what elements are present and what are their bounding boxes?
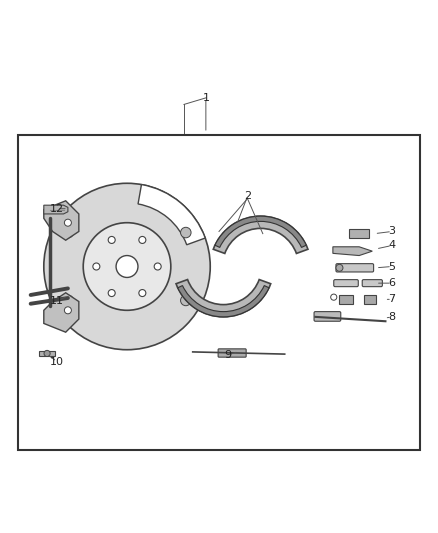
Text: 11: 11 [50,296,64,305]
Circle shape [108,289,115,296]
Wedge shape [176,279,271,317]
Text: 1: 1 [202,93,209,103]
Text: 9: 9 [224,350,231,360]
Text: 7: 7 [389,294,396,304]
FancyBboxPatch shape [18,135,420,450]
Text: 4: 4 [389,240,396,251]
Circle shape [63,227,74,238]
Circle shape [116,255,138,278]
Circle shape [64,307,71,314]
FancyBboxPatch shape [336,264,374,272]
Circle shape [331,294,337,300]
Text: 6: 6 [389,278,396,288]
Circle shape [139,289,146,296]
Polygon shape [339,295,353,304]
Polygon shape [44,201,79,240]
Polygon shape [333,247,372,255]
Circle shape [139,237,146,244]
Circle shape [44,183,210,350]
Circle shape [154,263,161,270]
Text: 2: 2 [244,191,251,201]
Circle shape [93,263,100,270]
Circle shape [83,223,171,310]
Text: 8: 8 [389,312,396,322]
FancyBboxPatch shape [218,349,246,357]
Wedge shape [215,216,306,247]
Circle shape [64,219,71,226]
Circle shape [44,350,50,357]
Circle shape [108,237,115,244]
Wedge shape [138,184,205,245]
Polygon shape [44,205,68,214]
Polygon shape [364,295,376,304]
Circle shape [180,295,191,306]
Text: 10: 10 [50,357,64,367]
Wedge shape [213,216,308,254]
Text: 3: 3 [389,227,396,237]
Text: 5: 5 [389,262,396,271]
FancyBboxPatch shape [314,312,341,321]
Polygon shape [350,229,369,238]
Circle shape [63,295,74,306]
Text: 12: 12 [50,204,64,214]
FancyBboxPatch shape [362,280,382,287]
Wedge shape [178,286,269,317]
Polygon shape [44,293,79,332]
FancyBboxPatch shape [334,280,358,287]
Circle shape [180,227,191,238]
Polygon shape [39,351,55,356]
Circle shape [336,264,343,271]
